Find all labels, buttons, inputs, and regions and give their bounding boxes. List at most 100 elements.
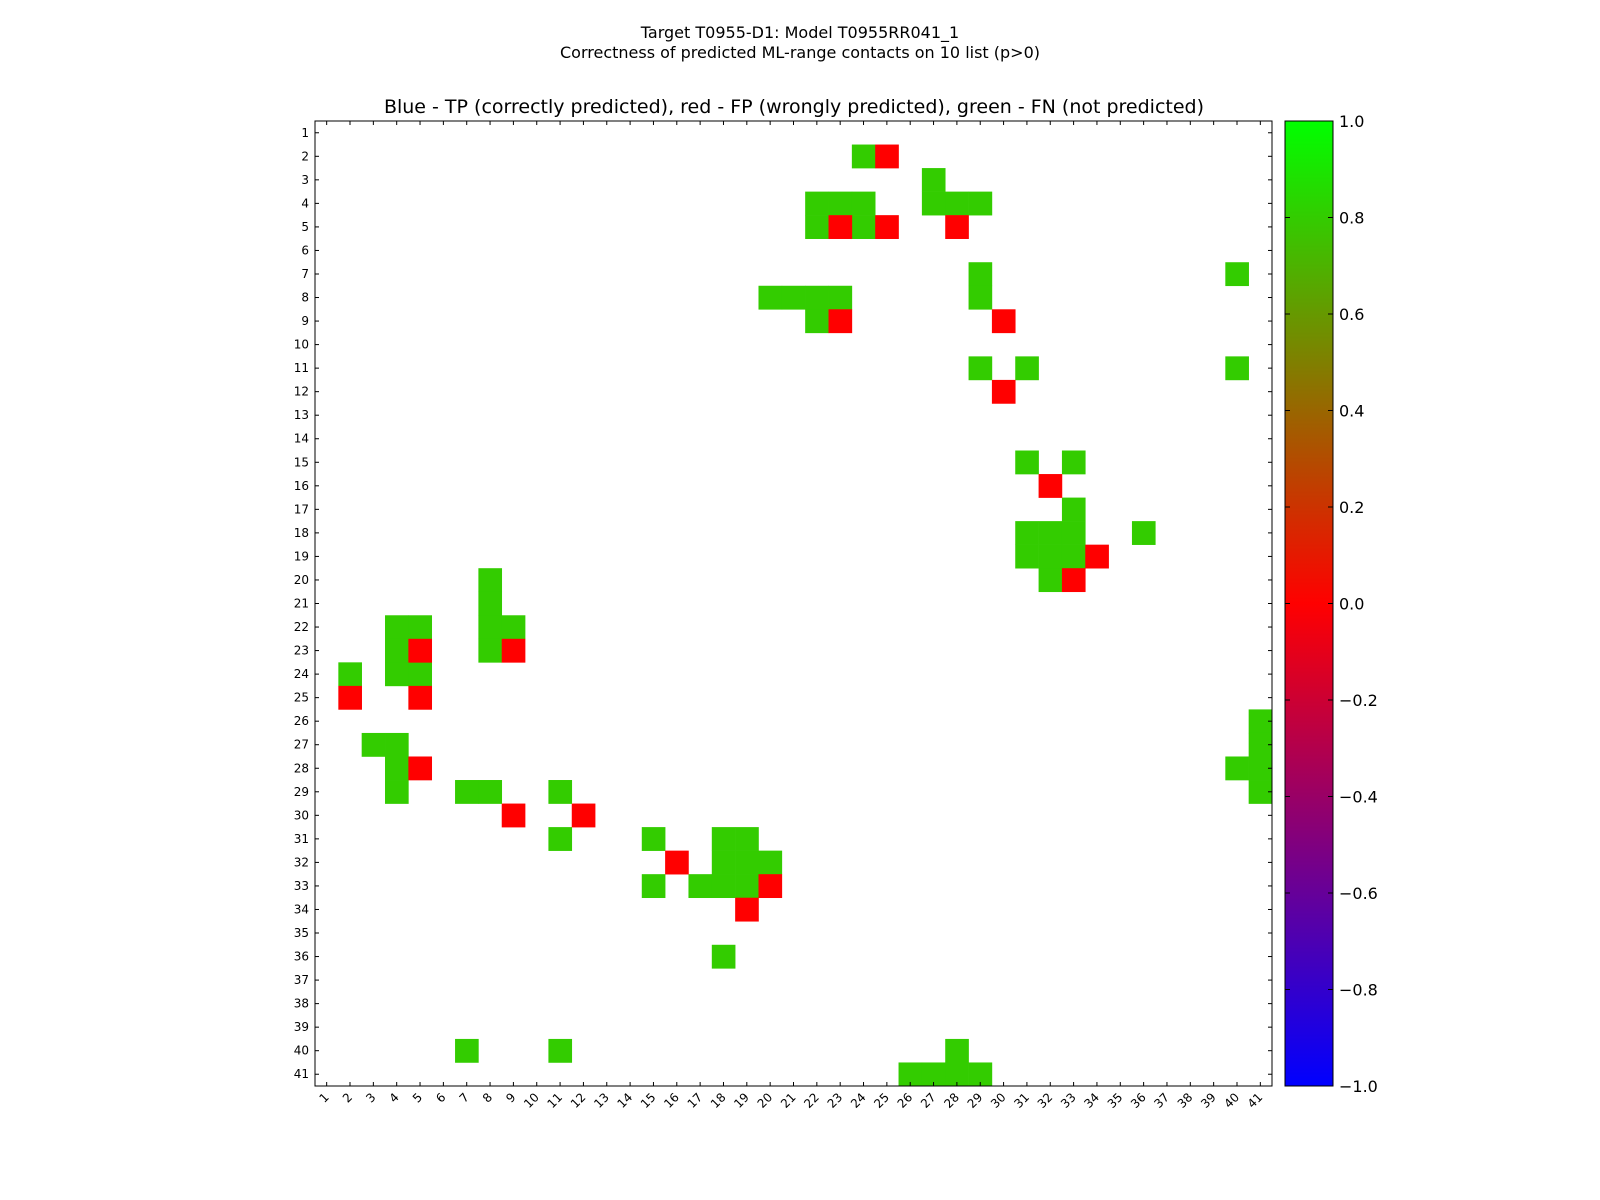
fn-cell — [385, 756, 409, 781]
y-tick-label: 30 — [294, 808, 309, 822]
x-tick-label: 41 — [1245, 1090, 1266, 1111]
y-tick-label: 31 — [294, 832, 309, 846]
x-tick-label: 30 — [988, 1090, 1009, 1111]
x-tick-label: 29 — [965, 1090, 986, 1111]
x-tick-label: 14 — [615, 1090, 636, 1111]
fn-cell — [781, 285, 806, 310]
x-tick-labels: 1 2 3 4 5 6 7 8 9 10 11 12 13 14 15 16 17 18 19 20 21 22 23 24 2… — [316, 1090, 1265, 1111]
fn-cell — [478, 568, 503, 593]
fn-cell — [385, 638, 409, 663]
y-tick-label: 26 — [294, 714, 309, 728]
y-tick-label: 36 — [294, 950, 309, 964]
y-tick-label: 14 — [294, 432, 309, 446]
fp-cell — [828, 215, 853, 239]
fp-cell — [408, 638, 433, 663]
fn-cell — [735, 827, 759, 851]
fn-cell — [921, 191, 946, 216]
y-tick-label: 41 — [294, 1067, 309, 1081]
x-tick-label: 13 — [591, 1090, 612, 1111]
x-tick-label: 23 — [825, 1090, 846, 1111]
colorbar-tick-label: 1.0 — [1339, 112, 1364, 131]
x-tick-label: 15 — [638, 1090, 659, 1111]
x-tick-label: 28 — [941, 1090, 962, 1111]
fn-cell — [968, 262, 993, 287]
y-tick-label: 7 — [301, 267, 309, 281]
fn-cell — [735, 850, 759, 875]
fn-cell — [921, 168, 946, 192]
y-tick-label: 6 — [301, 243, 309, 257]
colorbar-tick-label: −0.8 — [1339, 981, 1378, 1000]
y-tick-label: 27 — [294, 738, 309, 752]
fn-cell — [898, 1062, 923, 1087]
fn-cell — [408, 662, 433, 687]
x-tick-label: 3 — [363, 1090, 378, 1105]
fn-cell — [385, 662, 409, 687]
x-tick-label: 35 — [1105, 1090, 1126, 1111]
colorbar-tick-label: 0.6 — [1339, 305, 1364, 324]
y-tick-label: 2 — [301, 149, 309, 163]
fp-cell — [828, 309, 853, 334]
fn-cell — [1015, 356, 1039, 381]
fn-cell — [501, 615, 526, 640]
fn-cell — [1061, 450, 1086, 475]
fn-cell — [1225, 262, 1249, 287]
fn-cell — [1248, 756, 1273, 781]
colorbar-tick-label: 0.0 — [1339, 595, 1364, 614]
fn-cell — [945, 1062, 969, 1087]
fn-cell — [548, 780, 573, 804]
fp-cell — [501, 803, 526, 828]
fn-cell — [805, 285, 829, 310]
colorbar-ticks: 1.0 0.8 0.6 0.4 0.2 0.0 −0.2 −0.4 −0.6 −0.8 −1.0 — [1285, 112, 1378, 1096]
fn-cell — [1038, 568, 1063, 593]
fp-cell — [1038, 474, 1063, 498]
y-tick-label: 22 — [294, 620, 309, 634]
y-tick-label: 16 — [294, 479, 309, 493]
x-tick-label: 21 — [778, 1090, 799, 1111]
x-tick-label: 8 — [480, 1090, 495, 1105]
fn-cell — [1225, 756, 1249, 781]
fn-cell — [1015, 544, 1039, 569]
fn-cell — [945, 1038, 969, 1063]
y-tick-label: 33 — [294, 879, 309, 893]
x-tick-label: 2 — [340, 1090, 355, 1105]
fn-cell — [921, 1062, 946, 1087]
fn-cell — [688, 874, 713, 899]
x-tick-label: 10 — [521, 1090, 542, 1111]
y-tick-label: 40 — [294, 1044, 309, 1058]
fn-cell — [828, 285, 853, 310]
fn-cell — [735, 874, 759, 899]
x-tick-label: 39 — [1198, 1090, 1219, 1111]
x-tick-label: 12 — [568, 1090, 589, 1111]
fn-cell — [385, 732, 409, 757]
y-tick-label: 21 — [294, 597, 309, 611]
fn-cell — [1015, 450, 1039, 475]
colorbar-tick-label: 0.2 — [1339, 498, 1364, 517]
colorbar-tick-label: −0.2 — [1339, 691, 1378, 710]
axis-ticks — [315, 121, 1272, 1086]
fp-cell — [945, 215, 969, 239]
fn-cell — [851, 215, 876, 239]
x-tick-label: 4 — [387, 1090, 402, 1105]
x-tick-label: 24 — [848, 1090, 869, 1111]
colorbar-tick-label: −0.6 — [1339, 884, 1378, 903]
x-tick-label: 31 — [1011, 1090, 1032, 1111]
fp-cell — [991, 379, 1016, 404]
plot-frame — [314, 120, 1273, 1087]
x-tick-label: 33 — [1058, 1090, 1079, 1111]
x-tick-label: 32 — [1035, 1090, 1056, 1111]
x-tick-label: 26 — [895, 1090, 916, 1111]
fn-cell — [1248, 709, 1273, 734]
y-tick-label: 39 — [294, 1020, 309, 1034]
y-tick-label: 11 — [294, 361, 309, 375]
fn-cell — [548, 1038, 573, 1063]
fp-cell — [875, 215, 899, 239]
fn-cell — [385, 780, 409, 804]
x-tick-label: 19 — [731, 1090, 752, 1111]
fn-cell — [1061, 544, 1086, 569]
plot-title: Blue - TP (correctly predicted), red - F… — [384, 96, 1204, 118]
fn-cell — [455, 1038, 479, 1063]
fn-cell — [1038, 521, 1063, 545]
x-tick-label: 34 — [1081, 1090, 1102, 1111]
fn-cell — [385, 615, 409, 640]
